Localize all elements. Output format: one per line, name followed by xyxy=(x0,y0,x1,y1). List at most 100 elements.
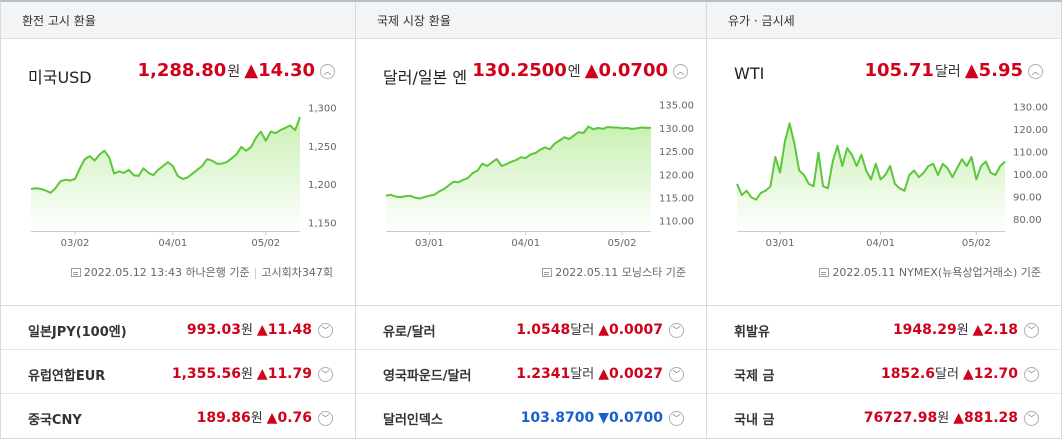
chevron-circle-icon[interactable]: ﹀ xyxy=(669,411,684,426)
list-item-name: 달러인덱스 xyxy=(383,413,443,428)
chevron-circle-icon[interactable]: ﹀ xyxy=(318,411,333,426)
list-item-change-value: 11.48 xyxy=(267,322,312,338)
main-quote-change: ▲5.95 xyxy=(965,60,1023,81)
list-item[interactable]: 일본JPY(100엔) 993.03원 ▲11.48 ﹀ xyxy=(1,306,355,350)
list-item-value: 76727.98 xyxy=(863,410,938,426)
chevron-circle-icon[interactable]: ﹀ xyxy=(318,367,333,382)
series-line xyxy=(30,116,301,194)
list-item-change-value: 2.18 xyxy=(983,322,1018,338)
list-item-name: 일본JPY(100엔) xyxy=(28,325,127,340)
x-tick-label: 04/01 xyxy=(511,238,540,249)
chevron-circle-icon[interactable]: ﹀ xyxy=(1024,367,1039,382)
source-text: 2022.05.11 모닝스타 기준 xyxy=(555,266,686,279)
list-item-change: ▼0.0700 xyxy=(598,410,663,426)
list-item-value: 1,355.56 xyxy=(171,366,241,382)
x-tick-label: 05/02 xyxy=(962,238,991,249)
list-item-unit: 달러 xyxy=(570,367,595,382)
list-item-value: 993.03 xyxy=(186,322,241,338)
main-quote-unit: 달러 xyxy=(934,64,961,80)
panel-exchange: 환전 고시 환율 미국USD 1,288.80원 ▲14.30 ︿ 1,300 1,2… xyxy=(1,2,356,439)
chevron-circle-icon[interactable]: ﹀ xyxy=(1024,411,1039,426)
list-item[interactable]: 중국CNY 189.86원 ▲0.76 ﹀ xyxy=(1,394,355,438)
chevron-circle-icon[interactable]: ﹀ xyxy=(1024,323,1039,338)
list-item-value-group: 189.86원 ▲0.76 ﹀ xyxy=(197,407,333,426)
down-arrow-icon: ▼ xyxy=(598,410,609,426)
list-item-value: 1948.29 xyxy=(892,322,957,338)
list-item-change: ▲0.0007 xyxy=(598,322,663,338)
document-icon xyxy=(819,268,830,277)
up-arrow-icon: ▲ xyxy=(256,322,268,338)
x-tick-label: 03/01 xyxy=(415,238,444,249)
main-quote-name[interactable]: WTI xyxy=(734,64,765,83)
y-tick-label: 1,250 xyxy=(308,142,337,153)
panel-intl-market: 국제 시장 환율 달러/일본 엔 130.2500엔 ▲0.0700 ︿ 135.0… xyxy=(356,2,707,439)
list-item-value: 1.2341 xyxy=(516,366,571,382)
main-quote-value: 130.2500 xyxy=(472,60,567,81)
list-item-value-group: 103.8700 ▼0.0700 ﹀ xyxy=(521,407,684,426)
list-item[interactable]: 유로/달러 1.0548달러 ▲0.0007 ﹀ xyxy=(356,306,706,350)
main-quote-unit: 원 xyxy=(227,64,241,80)
main-quote-value: 1,288.80 xyxy=(137,60,227,81)
source-line: 2022.05.11 NYMEX(뉴욕상업거래소) 기준 xyxy=(819,264,1041,280)
main-quote-name[interactable]: 달러/일본 엔 xyxy=(383,68,468,87)
list-item-value-group: 1.0548달러 ▲0.0007 ﹀ xyxy=(516,319,684,338)
list-item-value-group: 993.03원 ▲11.48 ﹀ xyxy=(187,319,333,338)
list-item-name: 휘발유 xyxy=(734,325,770,340)
y-tick-label: 125.00 xyxy=(659,147,694,158)
document-icon xyxy=(70,268,81,277)
area-fill xyxy=(386,126,651,231)
main-quote-change-value: 5.95 xyxy=(978,60,1023,81)
list-item-change-value: 11.79 xyxy=(267,366,312,382)
list-item-value-group: 1852.6달러 ▲12.70 ﹀ xyxy=(881,363,1039,382)
y-tick-label: 110.00 xyxy=(1013,148,1048,159)
list-item-value: 1.0548 xyxy=(516,322,571,338)
source-line: 2022.05.11 모닝스타 기준 xyxy=(542,264,686,280)
source-line: 2022.05.12 13:43 하나은행 기준 | 고시회차347회 xyxy=(70,264,333,280)
main-quote: 달러/일본 엔 130.2500엔 ▲0.0700 ︿ xyxy=(356,39,706,93)
list-item[interactable]: 영국파운드/달러 1.2341달러 ▲0.0027 ﹀ xyxy=(356,350,706,394)
up-arrow-icon: ▲ xyxy=(266,410,278,426)
main-quote-value-group: 130.2500엔 ▲0.0700 ︿ xyxy=(472,60,688,81)
document-icon xyxy=(542,268,553,277)
main-quote: WTI 105.71달러 ▲5.95 ︿ xyxy=(707,39,1061,93)
list-item-change: ▲881.28 xyxy=(953,410,1018,426)
up-arrow-icon: ▲ xyxy=(598,322,609,338)
list-item-unit: 달러 xyxy=(935,367,959,382)
list-item[interactable]: 휘발유 1948.29원 ▲2.18 ﹀ xyxy=(707,306,1061,350)
panel-header: 유가 · 금시세 xyxy=(707,2,1061,39)
chevron-circle-icon[interactable]: ﹀ xyxy=(318,323,333,338)
main-quote-change-value: 14.30 xyxy=(258,60,315,81)
chevron-circle-icon[interactable]: ︿ xyxy=(1028,64,1043,79)
chevron-circle-icon[interactable]: ︿ xyxy=(320,64,335,79)
list-item-value: 103.8700 xyxy=(520,410,595,426)
list-item-change: ▲11.48 xyxy=(257,322,312,338)
x-tick-label: 05/02 xyxy=(608,238,637,249)
y-tick-label: 1,150 xyxy=(308,218,337,229)
list-item-change: ▲0.0027 xyxy=(598,366,663,382)
sub-quote-list: 유로/달러 1.0548달러 ▲0.0007 ﹀ 영국파운드/달러 1.2341달러… xyxy=(356,305,706,438)
list-item[interactable]: 국내 금 76727.98원 ▲881.28 ﹀ xyxy=(707,394,1061,438)
list-item-unit: 원 xyxy=(937,411,950,426)
up-arrow-icon: ▲ xyxy=(972,322,984,338)
list-item-unit: 원 xyxy=(250,411,263,426)
y-tick-label: 135.00 xyxy=(659,101,694,112)
chevron-circle-icon[interactable]: ﹀ xyxy=(669,323,684,338)
main-quote: 미국USD 1,288.80원 ▲14.30 ︿ xyxy=(1,39,355,93)
y-tick-label: 120.00 xyxy=(1013,125,1048,136)
list-item-change: ▲0.76 xyxy=(267,410,312,426)
list-item[interactable]: 국제 금 1852.6달러 ▲12.70 ﹀ xyxy=(707,350,1061,394)
sub-quote-list: 휘발유 1948.29원 ▲2.18 ﹀ 국제 금 1852.6달러 ▲12.70 ﹀ … xyxy=(707,305,1061,438)
list-item[interactable]: 달러인덱스 103.8700 ▼0.0700 ﹀ xyxy=(356,394,706,438)
sub-quote-list: 일본JPY(100엔) 993.03원 ▲11.48 ﹀ 유럽연합EUR 1,355… xyxy=(1,305,355,438)
chevron-circle-icon[interactable]: ﹀ xyxy=(669,367,684,382)
main-quote-name[interactable]: 미국USD xyxy=(28,68,92,87)
list-item-value-group: 1.2341달러 ▲0.0027 ﹀ xyxy=(516,363,684,382)
main-quote-value: 105.71 xyxy=(864,60,934,81)
list-item-name: 국내 금 xyxy=(734,413,775,428)
list-item[interactable]: 유럽연합EUR 1,355.56원 ▲11.79 ﹀ xyxy=(1,350,355,394)
y-tick-label: 90.00 xyxy=(1013,192,1042,203)
list-item-unit: 원 xyxy=(240,323,253,338)
up-arrow-icon: ▲ xyxy=(964,60,979,81)
chevron-circle-icon[interactable]: ︿ xyxy=(673,64,688,79)
